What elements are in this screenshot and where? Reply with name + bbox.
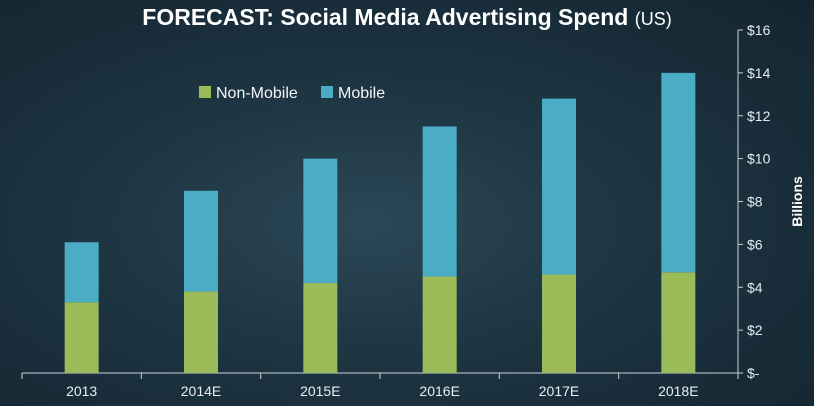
- x-tick-label: 2013: [66, 383, 97, 399]
- y-axis-label: Billions: [789, 176, 805, 227]
- bar-mobile: [303, 158, 338, 283]
- y-tick-label: $8: [747, 194, 763, 210]
- legend-swatch: [199, 86, 211, 98]
- chart-title-line: FORECAST: Social Media Advertising Spend…: [0, 4, 814, 31]
- bar-mobile: [542, 98, 576, 275]
- y-tick-label: $12: [747, 108, 771, 124]
- y-tick-label: $4: [747, 279, 763, 295]
- y-tick-label: $14: [747, 65, 771, 81]
- bar-mobile: [64, 242, 99, 303]
- bar-non-mobile: [661, 272, 696, 373]
- x-tick-label: 2015E: [300, 383, 340, 399]
- x-tick-label: 2017E: [539, 383, 579, 399]
- x-tick-label: 2018E: [658, 383, 698, 399]
- x-tick-label: 2016E: [419, 383, 459, 399]
- bar-mobile: [661, 72, 696, 273]
- legend-label: Non-Mobile: [216, 85, 298, 102]
- bar-non-mobile: [542, 274, 576, 373]
- legend-swatch: [321, 86, 333, 98]
- bar-mobile: [184, 190, 218, 292]
- bar-mobile: [422, 126, 457, 277]
- bar-non-mobile: [64, 302, 99, 373]
- y-tick-label: $10: [747, 151, 771, 167]
- bar-non-mobile: [184, 291, 218, 373]
- y-tick-label: $6: [747, 236, 763, 252]
- y-tick-label: $16: [747, 22, 771, 38]
- x-tick-label: 2014E: [181, 383, 221, 399]
- bar-non-mobile: [303, 282, 338, 373]
- bar-non-mobile: [422, 276, 457, 373]
- y-tick-label: $-: [747, 365, 760, 381]
- legend-label: Mobile: [338, 85, 385, 102]
- y-tick-label: $2: [747, 322, 763, 338]
- chart-title: FORECAST: Social Media Advertising Spend: [142, 4, 629, 30]
- chart-subtitle: (US): [634, 9, 672, 29]
